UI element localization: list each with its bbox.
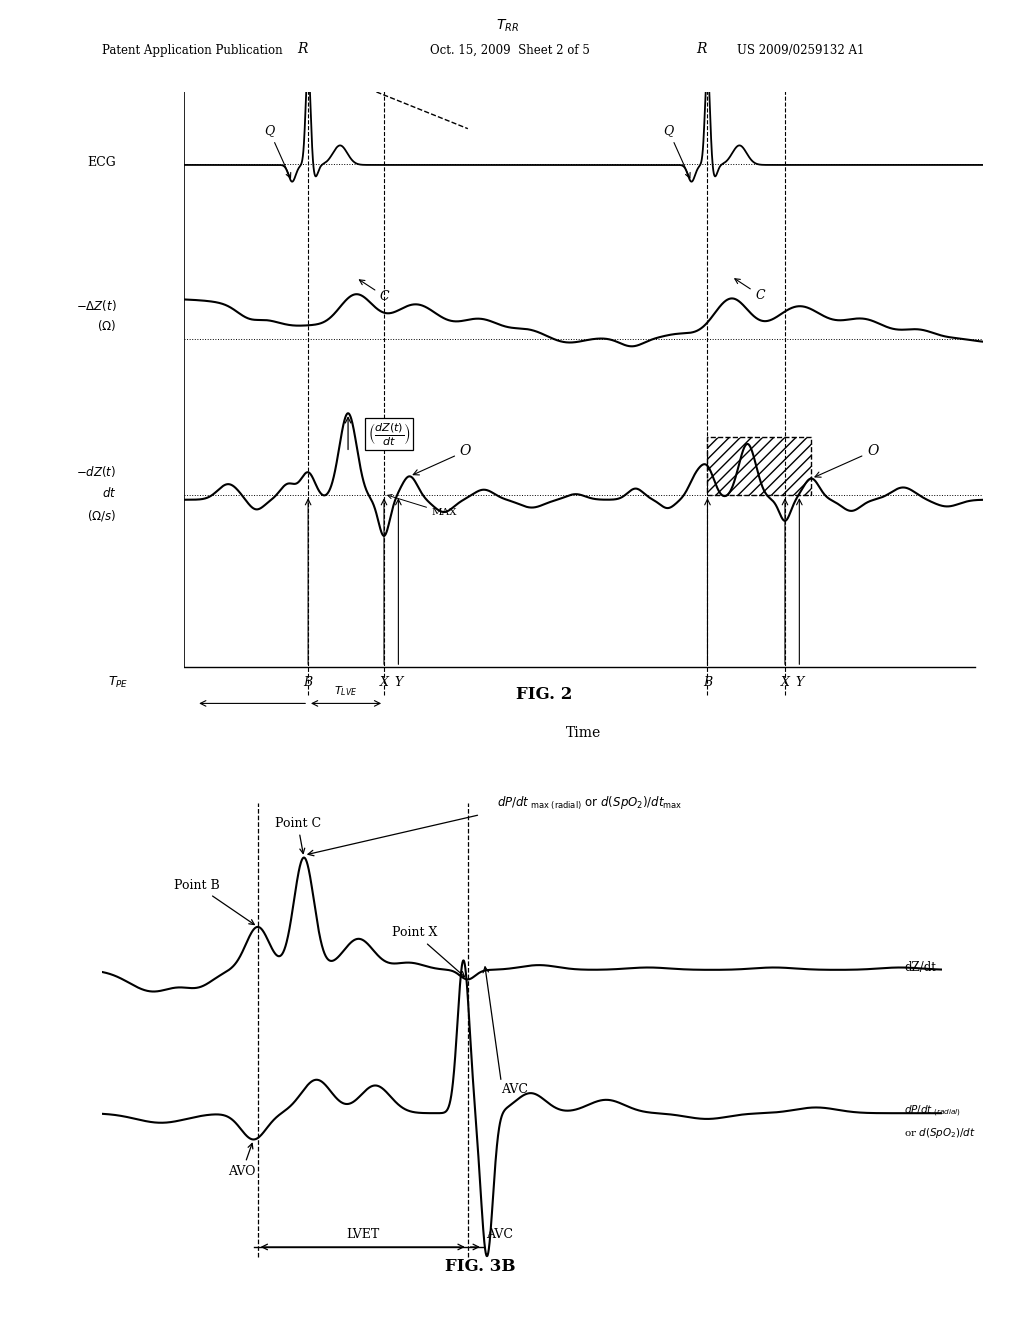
Text: C: C <box>359 280 389 304</box>
Text: R: R <box>696 42 708 57</box>
Text: Patent Application Publication: Patent Application Publication <box>102 44 283 57</box>
Text: AVC: AVC <box>486 1228 513 1241</box>
Text: US 2009/0259132 A1: US 2009/0259132 A1 <box>737 44 864 57</box>
Text: Time: Time <box>566 726 601 739</box>
Text: or $d(SpO_2)/dt$: or $d(SpO_2)/dt$ <box>904 1126 976 1140</box>
Text: Y: Y <box>394 676 402 689</box>
Text: Point C: Point C <box>274 817 321 854</box>
Text: C: C <box>735 279 765 302</box>
Text: Q: Q <box>664 124 690 178</box>
Text: dZ/dt: dZ/dt <box>904 961 936 974</box>
Bar <box>708 437 811 495</box>
Text: AVO: AVO <box>228 1143 256 1179</box>
Text: $dP/dt_{\ \mathrm{max\ (radial)}}\ \mathrm{or}\ d(SpO_2)/dt_{\mathrm{max}}$: $dP/dt_{\ \mathrm{max\ (radial)}}\ \math… <box>497 795 682 812</box>
Text: Y: Y <box>796 676 804 689</box>
Text: $dP/dt_{\ (radial)}$: $dP/dt_{\ (radial)}$ <box>904 1104 962 1118</box>
Text: Point X: Point X <box>392 927 465 977</box>
Text: MAX: MAX <box>388 495 458 517</box>
Text: X: X <box>380 676 388 689</box>
Text: $\left(\dfrac{dZ(t)}{dt}\right)$: $\left(\dfrac{dZ(t)}{dt}\right)$ <box>368 421 411 447</box>
Text: LVET: LVET <box>346 1228 379 1241</box>
Text: FIG. 2: FIG. 2 <box>515 686 572 704</box>
Text: O: O <box>815 444 879 477</box>
Text: $(\Omega)$: $(\Omega)$ <box>97 318 117 333</box>
Text: $-\Delta Z(t)$: $-\Delta Z(t)$ <box>76 298 117 313</box>
Text: $T_{RR}$: $T_{RR}$ <box>497 17 519 34</box>
Text: B: B <box>303 676 312 689</box>
Text: R: R <box>297 42 308 57</box>
Text: O: O <box>414 444 471 475</box>
Text: Point B: Point B <box>174 879 254 924</box>
Text: ECG: ECG <box>88 156 117 169</box>
Text: B: B <box>702 676 712 689</box>
Text: FIG. 3B: FIG. 3B <box>445 1258 515 1275</box>
Text: AVC: AVC <box>502 1082 528 1096</box>
Text: $(\Omega/s)$: $(\Omega/s)$ <box>87 508 117 523</box>
Text: Q: Q <box>264 124 291 178</box>
Text: X: X <box>780 676 790 689</box>
Text: $-dZ(t)$: $-dZ(t)$ <box>76 465 117 479</box>
Text: Oct. 15, 2009  Sheet 2 of 5: Oct. 15, 2009 Sheet 2 of 5 <box>430 44 590 57</box>
Text: $T_{LVE}$: $T_{LVE}$ <box>335 684 357 698</box>
Text: $T_{PE}$: $T_{PE}$ <box>108 676 128 690</box>
Text: $dt$: $dt$ <box>102 486 117 500</box>
